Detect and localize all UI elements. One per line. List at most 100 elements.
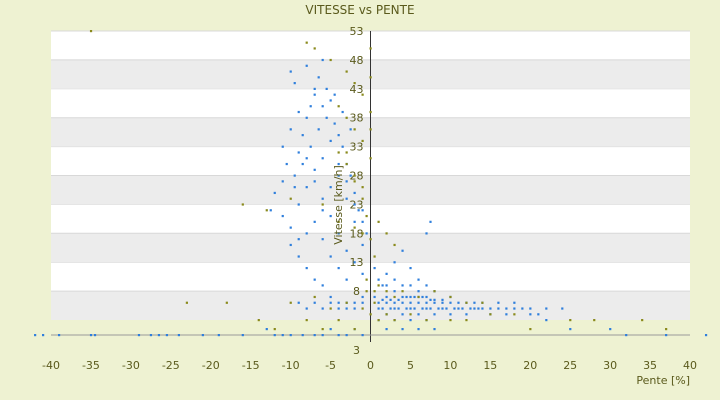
blue-data-point [321,105,324,108]
blue-data-point [413,295,416,299]
blue-data-point [289,334,292,337]
olive-data-point [377,284,380,287]
y-tick-label: 23 [350,198,364,211]
x-tick-label: 20 [523,359,537,372]
olive-data-point [369,47,372,50]
blue-data-point [321,284,324,287]
blue-data-point [297,203,300,206]
blue-data-point [417,301,420,304]
olive-data-point [465,319,468,322]
blue-data-point [437,307,440,310]
y-tick-label: 28 [350,170,364,183]
blue-data-point [425,295,428,299]
blue-data-point [201,334,204,337]
blue-data-point [273,191,276,195]
olive-data-point [353,82,356,85]
blue-data-point [537,313,540,316]
blue-data-point [393,307,396,310]
olive-data-point [345,70,348,73]
blue-data-point [349,128,352,131]
blue-data-point [381,284,384,287]
blue-data-point [529,307,532,310]
blue-data-point [349,174,352,177]
blue-data-point [313,220,316,223]
olive-data-point [393,243,396,247]
olive-data-point [337,220,340,223]
blue-data-point [137,334,141,337]
blue-data-point [321,58,324,62]
blue-data-point [401,284,404,287]
blue-data-point [361,243,364,247]
olive-data-point [417,295,420,299]
x-tick-label: -35 [82,359,100,372]
blue-data-point [545,307,548,310]
olive-data-point [449,295,452,299]
olive-data-point [241,203,244,206]
blue-data-point [93,334,97,337]
blue-data-point [409,284,412,287]
olive-data-point [481,301,484,304]
blue-data-point [329,328,332,331]
olive-data-point [569,319,572,322]
blue-data-point [297,238,300,241]
olive-data-point [89,30,93,33]
blue-data-point [429,220,432,223]
blue-data-point [345,249,348,252]
blue-data-point [313,301,316,304]
blue-data-point [401,295,404,299]
blue-data-point [345,334,348,337]
x-axis-label: Pente [%] [636,374,690,387]
blue-data-point [397,307,400,310]
blue-data-point [301,334,304,337]
blue-data-point [321,334,324,337]
blue-data-point [401,301,404,304]
blue-data-point [401,249,404,252]
blue-data-point [361,209,364,212]
x-tick-label: -40 [42,359,60,372]
blue-data-point [269,209,272,212]
blue-data-point [353,307,356,310]
olive-data-point [289,301,292,304]
blue-data-point [497,301,500,304]
blue-data-point [297,255,300,258]
olive-data-point [313,295,316,299]
blue-data-point [329,255,332,258]
blue-data-point [345,307,348,310]
olive-data-point [337,105,340,108]
x-tick-label: -10 [282,359,300,372]
blue-data-point [385,295,388,299]
olive-data-point [361,186,364,189]
blue-data-point [34,334,37,337]
blue-data-point [241,334,244,337]
blue-data-point [545,319,548,322]
blue-data-point [393,290,396,293]
blue-data-point [513,307,516,310]
blue-data-point [393,301,396,304]
blue-data-point [317,76,320,79]
olive-data-point [353,128,356,131]
blue-data-point [417,278,420,281]
olive-data-point [373,301,376,304]
x-tick-label: 15 [483,359,497,372]
blue-data-point [409,307,412,310]
blue-data-point [413,307,416,310]
olive-data-point [361,232,364,235]
blue-data-point [273,334,276,337]
blue-data-point [305,232,308,235]
y-tick-label: 8 [353,285,360,298]
y-tick-label: 3 [353,344,360,357]
data-points [34,30,708,337]
blue-data-point [665,334,668,337]
x-tick-label: -5 [325,359,336,372]
blue-data-point [325,87,328,90]
olive-data-point [313,47,316,50]
blue-data-point [521,307,524,310]
olive-data-point [369,110,372,114]
x-tick-label: -15 [242,359,260,372]
blue-data-point [217,334,220,337]
blue-data-point [305,186,308,189]
blue-data-point [329,99,332,102]
blue-data-point [425,284,428,287]
blue-data-point [305,307,308,310]
x-tick-label: -30 [122,359,140,372]
